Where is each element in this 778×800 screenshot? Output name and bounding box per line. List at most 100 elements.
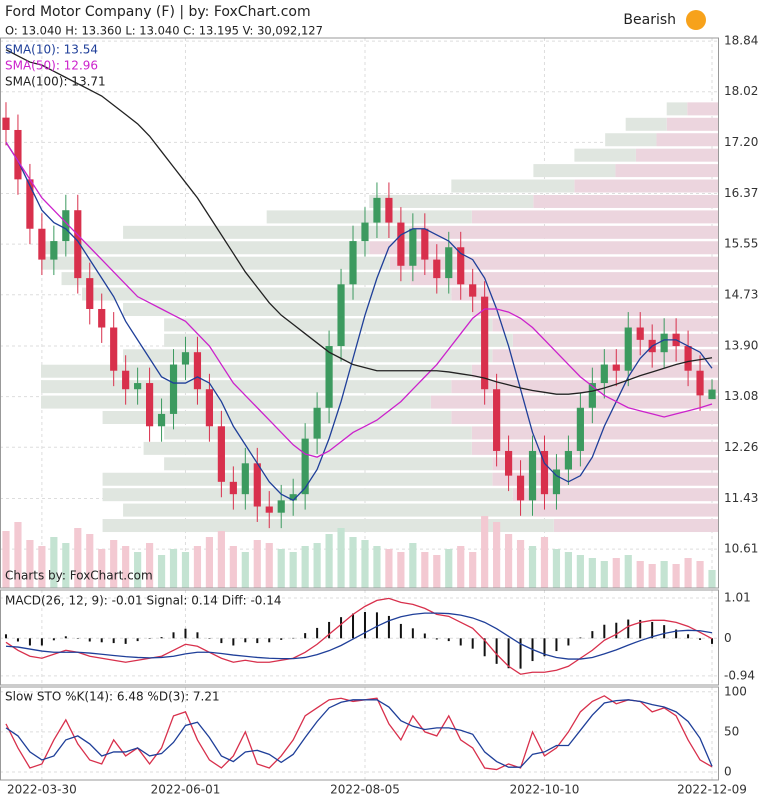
macd-histogram bbox=[579, 637, 582, 639]
y-tick-label: 11.43 bbox=[724, 491, 758, 505]
indicator-line bbox=[5, 597, 713, 675]
macd-histogram bbox=[627, 619, 630, 639]
volume-bar bbox=[86, 534, 94, 588]
candle-body bbox=[397, 222, 405, 266]
candle-body bbox=[134, 383, 142, 390]
macd-histogram bbox=[483, 638, 486, 657]
profile-pink bbox=[512, 488, 718, 502]
legend-entry: SMA(10): 13.54 bbox=[5, 43, 98, 57]
y-tick-label: 13.08 bbox=[724, 389, 758, 403]
candle-body bbox=[624, 327, 632, 371]
candle-body bbox=[409, 228, 417, 266]
volume-bar bbox=[540, 537, 549, 588]
volume-bar bbox=[361, 540, 369, 588]
volume-bar bbox=[50, 537, 58, 588]
chart-title: Ford Motor Company (F) | by: FoxChart.co… bbox=[5, 4, 311, 20]
profile-gray bbox=[82, 287, 452, 301]
y-tick-label: 18.84 bbox=[724, 34, 758, 48]
macd-histogram bbox=[52, 638, 55, 641]
profile-gray bbox=[164, 457, 493, 471]
profile-pink bbox=[492, 472, 718, 486]
y-tick-label: -0.94 bbox=[724, 668, 755, 682]
volume-bar bbox=[397, 552, 405, 588]
candle-body bbox=[145, 383, 154, 427]
volume-bar bbox=[600, 561, 608, 588]
profile-pink bbox=[574, 179, 718, 193]
profile-gray bbox=[123, 503, 534, 517]
indicator-line bbox=[5, 141, 713, 502]
profile-gray bbox=[41, 256, 390, 270]
indicator-line bbox=[5, 699, 713, 768]
candle-body bbox=[696, 370, 704, 396]
candle-body bbox=[540, 450, 549, 495]
macd-histogram bbox=[172, 632, 175, 639]
candle-body bbox=[552, 469, 561, 495]
y-tick-label: 100 bbox=[724, 684, 747, 698]
volume-bar bbox=[612, 558, 620, 588]
profile-gray bbox=[666, 102, 688, 116]
macd-histogram bbox=[64, 636, 67, 639]
volume-bar bbox=[696, 561, 704, 588]
candle-body bbox=[98, 308, 106, 328]
macd-histogram bbox=[292, 637, 295, 639]
volume-bar bbox=[229, 546, 237, 588]
macd-histogram bbox=[268, 638, 271, 643]
macd-histogram bbox=[88, 638, 91, 642]
profile-gray bbox=[605, 133, 657, 147]
macd-histogram bbox=[148, 638, 151, 639]
macd-histogram bbox=[40, 638, 43, 646]
volume-bar bbox=[504, 534, 513, 588]
volume-bar bbox=[433, 555, 441, 588]
candle-body bbox=[493, 389, 501, 451]
volume-bar bbox=[337, 528, 345, 588]
candle-body bbox=[457, 247, 465, 285]
macd-histogram bbox=[555, 638, 558, 652]
volume-bar bbox=[181, 552, 190, 588]
candle-body bbox=[361, 222, 369, 242]
legend-entry: SMA(50): 12.96 bbox=[5, 59, 98, 73]
profile-pink bbox=[687, 102, 718, 116]
ohlc-info: O: 13.040 H: 13.360 L: 13.040 C: 13.195 … bbox=[5, 24, 323, 38]
volume-bar bbox=[253, 540, 261, 588]
volume-bar bbox=[528, 546, 537, 588]
macd-histogram bbox=[28, 638, 31, 646]
profile-gray bbox=[123, 302, 472, 316]
profile-gray bbox=[41, 241, 370, 255]
profile-pink bbox=[666, 117, 718, 131]
macd-histogram bbox=[543, 638, 546, 657]
volume-bar bbox=[313, 543, 321, 588]
profile-pink bbox=[492, 318, 718, 332]
macd-histogram bbox=[411, 628, 414, 639]
macd-histogram bbox=[184, 628, 187, 639]
candle-body bbox=[277, 500, 285, 513]
macd-histogram bbox=[435, 638, 438, 640]
volume-bar bbox=[38, 546, 46, 588]
macd-histogram bbox=[76, 638, 79, 639]
profile-pink bbox=[615, 164, 718, 178]
macd-histogram bbox=[100, 638, 103, 643]
x-tick-label: 2022-08-05 bbox=[330, 783, 400, 797]
volume-bar bbox=[624, 555, 632, 588]
profile-pink bbox=[451, 380, 718, 394]
panel-frame bbox=[0, 589, 719, 686]
volume-bar bbox=[493, 522, 501, 588]
macd-histogram bbox=[423, 633, 426, 639]
macd-histogram bbox=[220, 638, 223, 644]
volume-bar bbox=[157, 555, 166, 588]
indicator-line bbox=[5, 612, 713, 660]
volume-bar bbox=[385, 549, 393, 588]
volume-bar bbox=[421, 552, 429, 588]
profile-pink bbox=[533, 503, 718, 517]
volume-bar bbox=[289, 552, 297, 588]
signal-label: Bearish bbox=[623, 12, 676, 28]
candle-body bbox=[373, 197, 381, 223]
y-tick-label: 1.01 bbox=[724, 590, 751, 604]
profile-gray bbox=[102, 519, 554, 533]
profile-pink bbox=[471, 302, 718, 316]
volume-bar bbox=[265, 543, 273, 588]
macd-histogram bbox=[459, 638, 462, 646]
candle-body bbox=[301, 438, 309, 495]
macd-histogram bbox=[352, 613, 355, 639]
y-tick-label: 0 bbox=[724, 631, 732, 645]
profile-pink bbox=[471, 210, 718, 224]
